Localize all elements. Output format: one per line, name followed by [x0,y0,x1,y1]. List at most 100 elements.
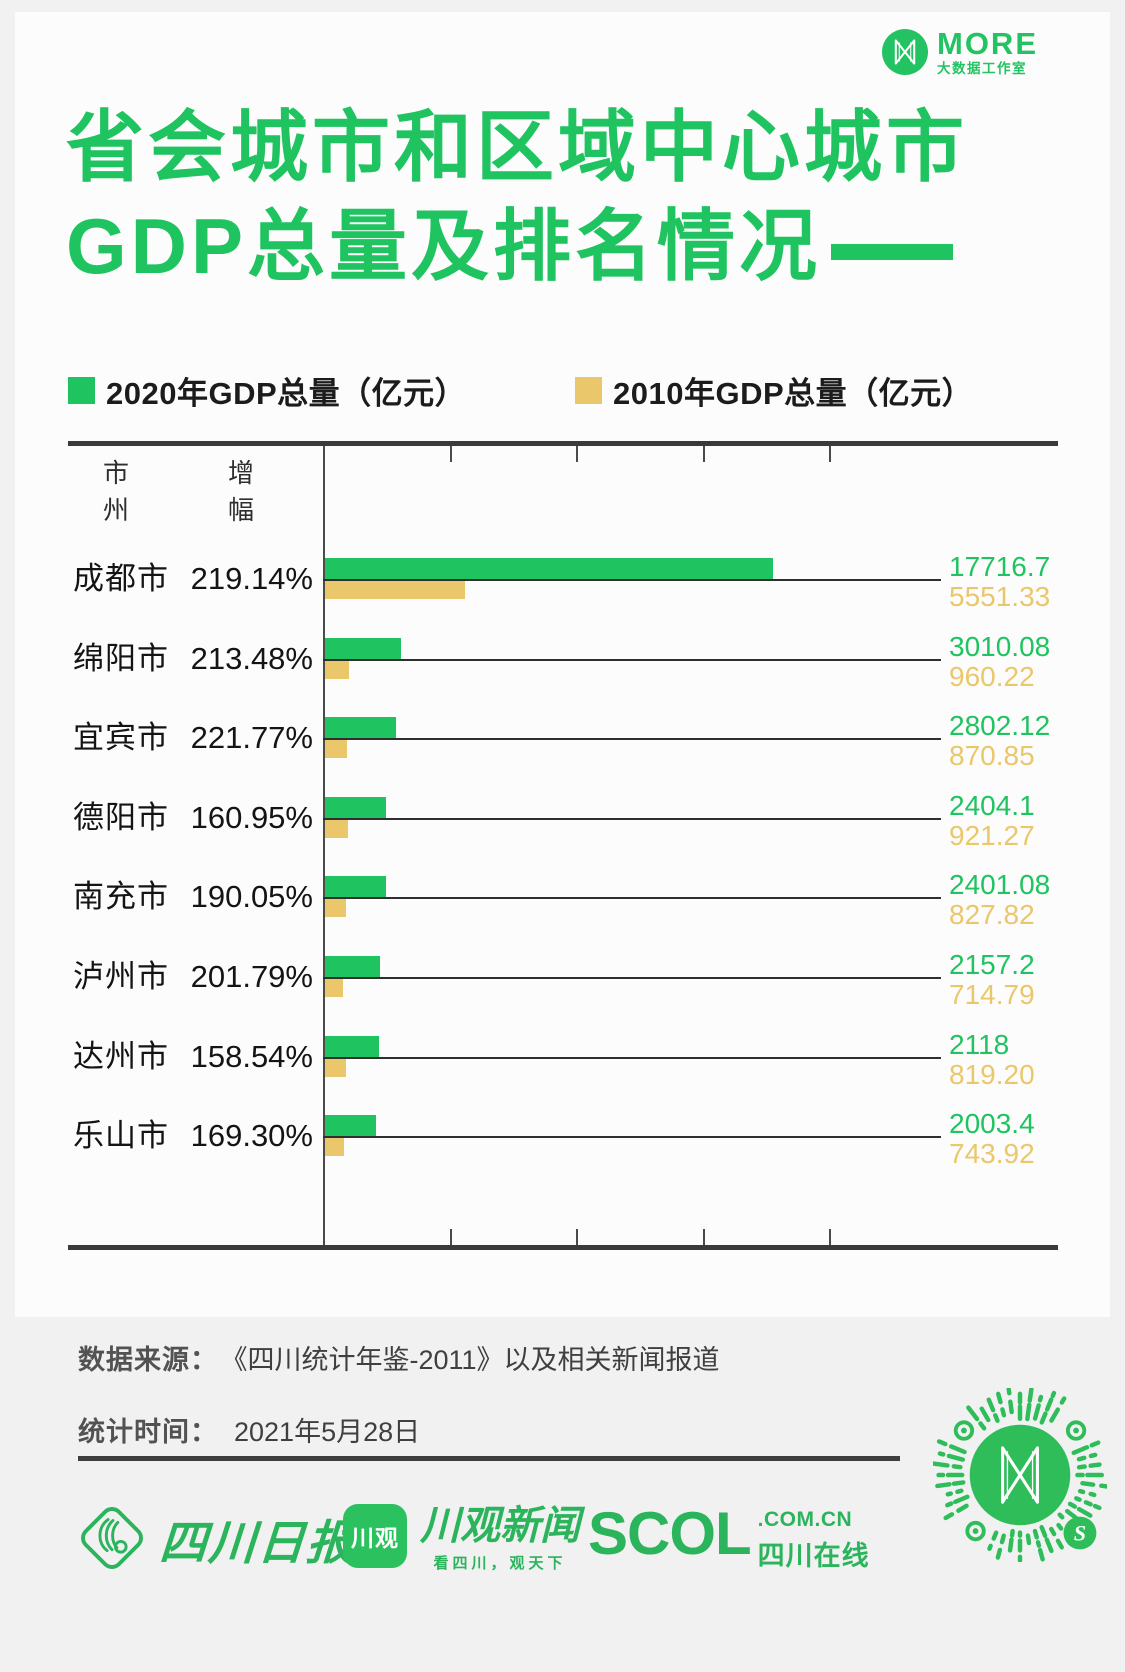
row-baseline [323,897,941,899]
legend-label-2010: 2010年GDP总量（亿元） [613,376,974,411]
bar-2020 [325,876,386,897]
chart-row: 成都市 219.14% 17716.7 5551.33 [15,552,1110,612]
bar-2020 [325,638,402,659]
cguan-tagline: 看四川，观天下 [433,1555,567,1572]
axis-tick [702,446,705,462]
row-baseline [323,1057,941,1059]
value-2010: 960.22 [949,661,1035,692]
axis-tick [576,446,578,462]
value-labels: 2003.4 743.92 [949,1109,1035,1169]
value-2020: 2401.08 [949,869,1051,900]
value-labels: 2118 819.20 [949,1030,1035,1090]
data-source-line: 数据来源： 《四川统计年鉴-2011》以及相关新闻报道 [78,1338,720,1377]
chart-row: 南充市 190.05% 2401.08 827.82 [15,870,1110,930]
value-2010: 743.92 [949,1138,1035,1169]
bar-2010 [325,581,466,599]
chart-row: 宜宾市 221.77% 2802.12 870.85 [15,711,1110,771]
scrb-daily-logo: 四川日报 [76,1502,358,1574]
title-line2: GDP总量及排名情况 [66,202,822,290]
bottom-axis-line [68,1245,1058,1250]
brand-subtitle: 大数据工作室 [937,61,1027,76]
title-line1: 省会城市和区域中心城市 [66,103,969,191]
value-2020: 2802.12 [949,710,1051,741]
axis-tick [829,1229,831,1245]
bar-2020 [325,717,396,738]
axis-tick [829,446,831,462]
row-baseline [323,1136,941,1138]
bar-2010 [325,1138,344,1156]
value-labels: 2404.1 921.27 [949,791,1035,851]
qr-code: S [933,1388,1107,1562]
page-title: 省会城市和区域中心城市 GDP总量及排名情况 [66,98,968,296]
bar-2010 [325,979,344,997]
data-source-label: 数据来源： [78,1345,218,1375]
scol-site-name: 四川在线 [757,1541,870,1571]
growth-label: 201.79% [190,959,313,994]
growth-label: 219.14% [190,561,313,596]
value-2010: 827.82 [949,899,1035,930]
scol-domain: .COM.CN [757,1508,853,1531]
axis-tick [449,446,452,462]
legend-swatch-2020 [68,377,95,404]
value-labels: 2401.08 827.82 [949,870,1050,930]
row-baseline [323,738,941,740]
chart-legend: 2020年GDP总量（亿元） 2010年GDP总量（亿元） [68,368,1058,411]
chart-row: 绵阳市 213.48% 3010.08 960.22 [15,632,1110,692]
value-2010: 5551.33 [949,581,1051,612]
value-2010: 921.27 [949,820,1035,851]
brand-logo: MORE 大数据工作室 [882,28,1038,76]
scrb-daily-icon [81,1507,143,1569]
bar-2020 [325,797,386,818]
growth-label: 160.95% [190,800,313,835]
chart-row: 达州市 158.54% 2118 819.20 [15,1030,1110,1090]
city-label: 宜宾市 [73,720,169,755]
chart-row: 泸州市 201.79% 2157.2 714.79 [15,950,1110,1010]
growth-label: 158.54% [190,1039,313,1074]
bar-2020 [325,558,774,579]
axis-tick [449,1229,452,1245]
legend-item-2010: 2010年GDP总量（亿元） [575,368,973,413]
city-label: 成都市 [73,561,169,596]
growth-label: 221.77% [190,720,313,755]
bar-2010 [325,820,349,838]
value-2020: 2003.4 [949,1108,1035,1139]
title-line2-wrap: GDP总量及排名情况 [66,197,968,296]
value-2010: 819.20 [949,1059,1035,1090]
more-logo-icon [882,28,928,75]
value-2020: 17716.7 [949,551,1051,582]
publisher-logos: 四川日报 川观 川观新闻 看四川，观天下 SCOL .COM.CN 四川在线 [0,1500,1125,1590]
city-label: 德阳市 [73,800,169,835]
brand-name: MORE [937,26,1038,61]
value-2020: 2118 [949,1029,1010,1060]
bar-2010 [325,740,347,758]
bar-2010 [325,661,350,679]
legend-item-2020: 2020年GDP总量（亿元） [68,368,466,413]
header-growth: 增幅 [228,458,257,525]
value-2010: 714.79 [949,979,1035,1010]
value-2020: 3010.08 [949,631,1051,662]
city-label: 泸州市 [73,959,169,994]
qr-center-more-icon [1001,1446,1039,1504]
value-labels: 2802.12 870.85 [949,711,1050,771]
data-source-value: 《四川统计年鉴-2011》以及相关新闻报道 [234,1345,720,1375]
stat-time-line: 统计时间： 2021年5月28日 [78,1410,420,1449]
city-label: 乐山市 [73,1118,169,1153]
axis-tick [576,1229,578,1245]
growth-label: 190.05% [190,879,313,914]
scrb-daily-wordmark: 四川日报 [157,1517,358,1570]
header-city: 市州 [103,458,132,525]
scol-logo: SCOL .COM.CN 四川在线 [588,1504,870,1573]
bar-2010 [325,899,346,917]
cguan-wordmark: 川观新闻 [420,1503,580,1548]
stat-time-label: 统计时间： [78,1417,218,1447]
value-labels: 3010.08 960.22 [949,632,1050,692]
value-labels: 2157.2 714.79 [949,950,1035,1010]
legend-swatch-2010 [575,377,602,404]
row-baseline [323,659,941,661]
top-axis-line [68,441,1058,446]
bar-2020 [325,1036,379,1057]
footer-divider [78,1456,900,1461]
chart-row: 德阳市 160.95% 2404.1 921.27 [15,791,1110,851]
growth-label: 169.30% [190,1118,313,1153]
